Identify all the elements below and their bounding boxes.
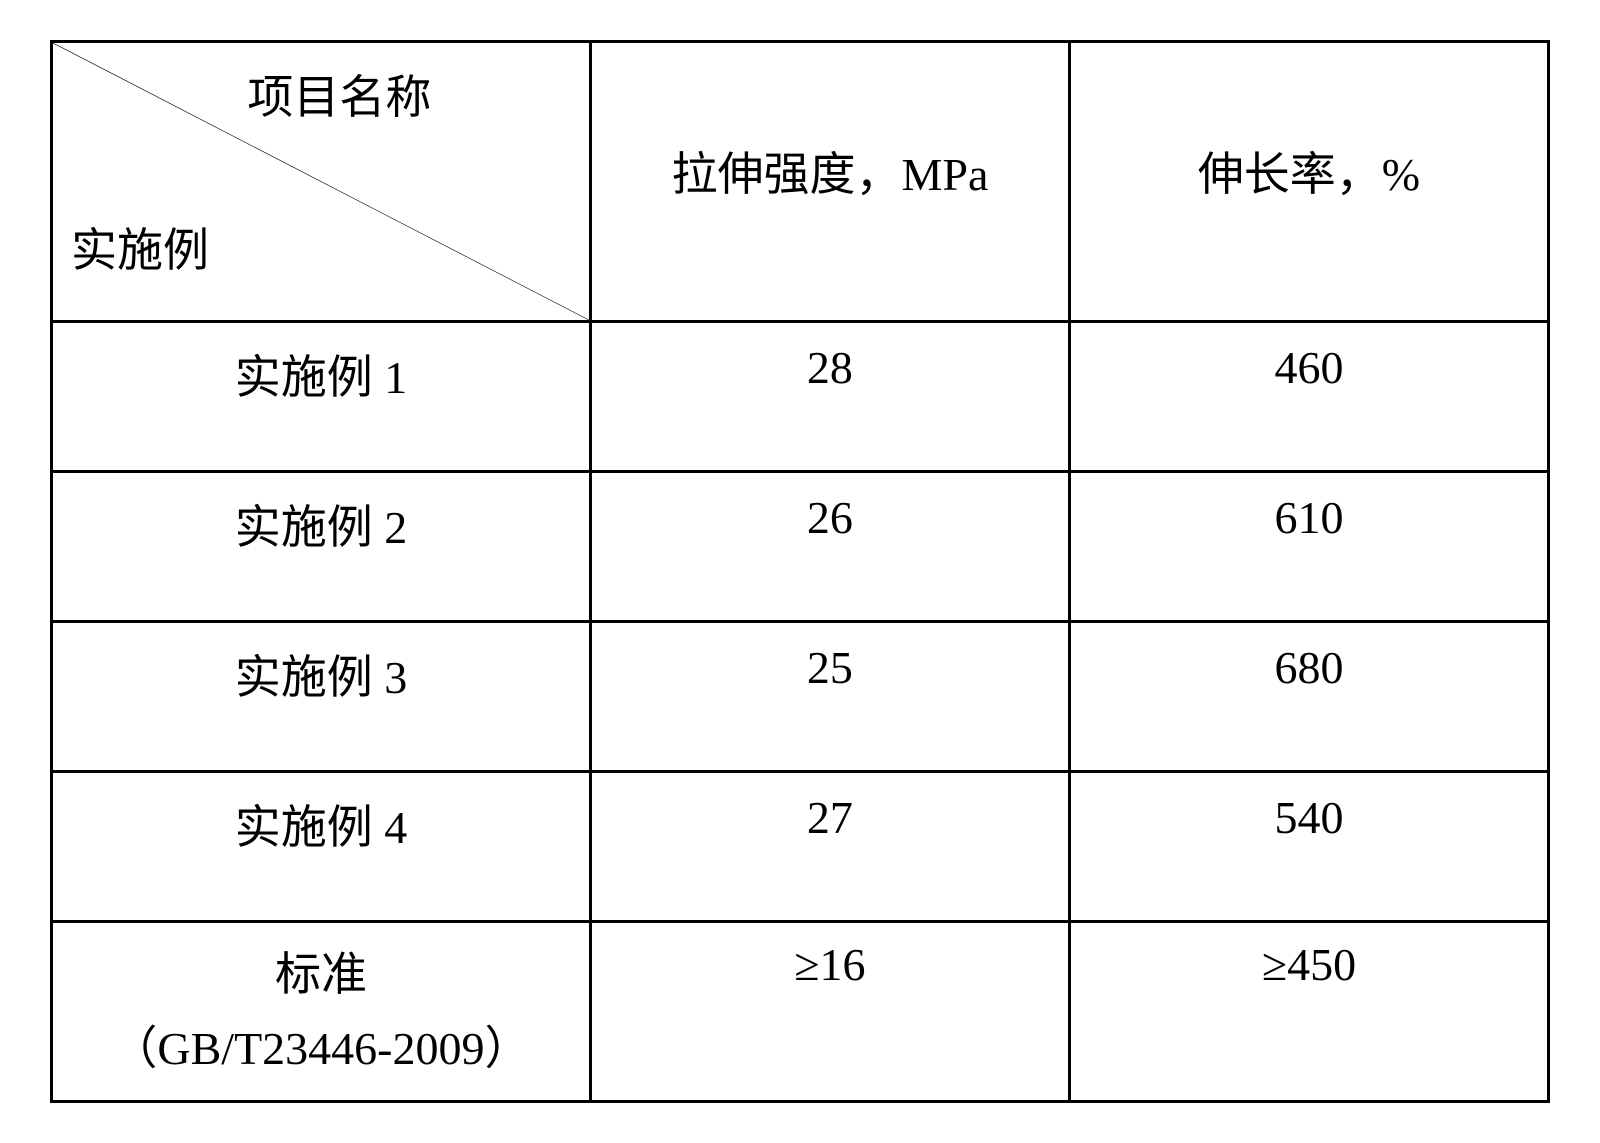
cell-elongation: 680 bbox=[1069, 622, 1548, 772]
cell-value: 610 bbox=[1071, 473, 1547, 544]
row-label: 实施例 3 bbox=[53, 623, 589, 707]
diagonal-header-cell: 项目名称 实施例 bbox=[52, 42, 591, 322]
cell-elongation: 540 bbox=[1069, 772, 1548, 922]
cell-tensile: 27 bbox=[590, 772, 1069, 922]
footer-value: ≥450 bbox=[1071, 923, 1547, 991]
row-label-cell: 实施例 4 bbox=[52, 772, 591, 922]
data-table-container: 项目名称 实施例 拉伸强度，MPa 伸长率，% 实施例 1 28 460 实 bbox=[50, 40, 1550, 1103]
table-row: 实施例 1 28 460 bbox=[52, 322, 1549, 472]
cell-value: 680 bbox=[1071, 623, 1547, 694]
row-label-cell: 实施例 1 bbox=[52, 322, 591, 472]
footer-label-line1: 标准 bbox=[275, 949, 367, 1000]
row-label-cell: 实施例 3 bbox=[52, 622, 591, 772]
diagonal-top-label: 项目名称 bbox=[247, 61, 431, 127]
cell-value: 26 bbox=[592, 473, 1068, 544]
cell-tensile: 28 bbox=[590, 322, 1069, 472]
cell-elongation: 610 bbox=[1069, 472, 1548, 622]
diagonal-bottom-label: 实施例 bbox=[71, 214, 209, 280]
footer-label-cell: 标准 （GB/T23446-2009） bbox=[52, 922, 591, 1102]
table-header-row: 项目名称 实施例 拉伸强度，MPa 伸长率，% bbox=[52, 42, 1549, 322]
row-label: 实施例 1 bbox=[53, 323, 589, 407]
cell-tensile: 26 bbox=[590, 472, 1069, 622]
table-row: 实施例 3 25 680 bbox=[52, 622, 1549, 772]
cell-value: 28 bbox=[592, 323, 1068, 394]
column-header-label: 拉伸强度，MPa bbox=[592, 43, 1068, 204]
row-label-cell: 实施例 2 bbox=[52, 472, 591, 622]
cell-value: 540 bbox=[1071, 773, 1547, 844]
row-label: 实施例 4 bbox=[53, 773, 589, 857]
cell-value: 27 bbox=[592, 773, 1068, 844]
table-row: 实施例 4 27 540 bbox=[52, 772, 1549, 922]
table-row: 实施例 2 26 610 bbox=[52, 472, 1549, 622]
footer-label: 标准 （GB/T23446-2009） bbox=[53, 923, 589, 1085]
footer-value: ≥16 bbox=[592, 923, 1068, 991]
cell-tensile: 25 bbox=[590, 622, 1069, 772]
column-header-elongation: 伸长率，% bbox=[1069, 42, 1548, 322]
column-header-label: 伸长率，% bbox=[1071, 43, 1547, 204]
footer-cell-elongation: ≥450 bbox=[1069, 922, 1548, 1102]
cell-value: 25 bbox=[592, 623, 1068, 694]
column-header-tensile: 拉伸强度，MPa bbox=[590, 42, 1069, 322]
table-footer-row: 标准 （GB/T23446-2009） ≥16 ≥450 bbox=[52, 922, 1549, 1102]
cell-elongation: 460 bbox=[1069, 322, 1548, 472]
footer-label-line2: （GB/T23446-2009） bbox=[111, 1023, 530, 1074]
row-label: 实施例 2 bbox=[53, 473, 589, 557]
footer-cell-tensile: ≥16 bbox=[590, 922, 1069, 1102]
data-table: 项目名称 实施例 拉伸强度，MPa 伸长率，% 实施例 1 28 460 实 bbox=[50, 40, 1550, 1103]
cell-value: 460 bbox=[1071, 323, 1547, 394]
